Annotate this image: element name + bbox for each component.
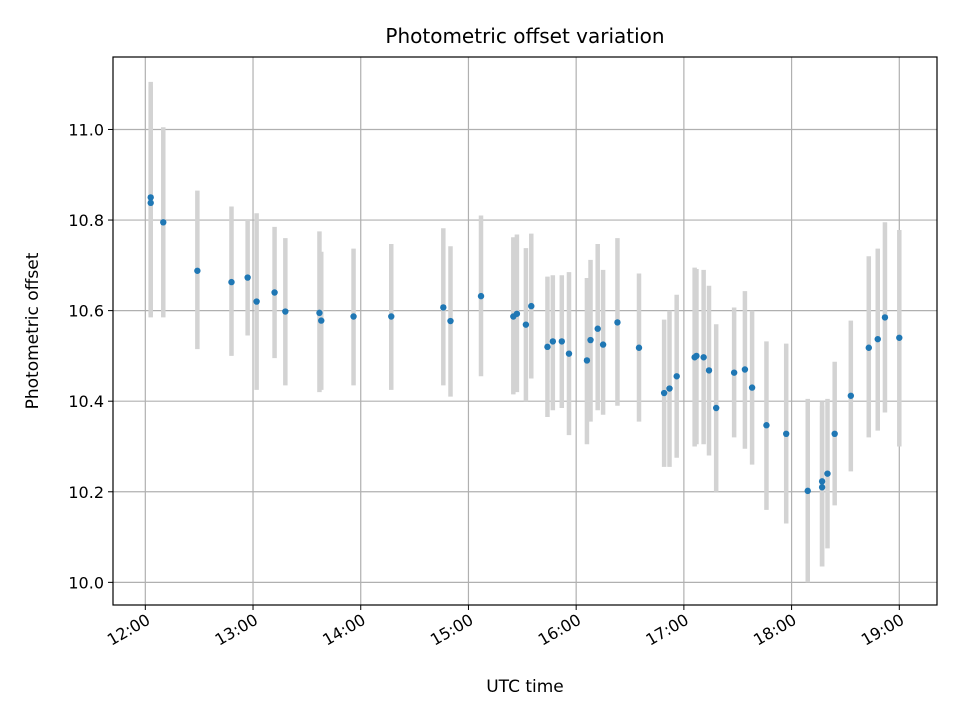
data-point: [583, 357, 591, 364]
data-point: [147, 194, 154, 201]
data-point: [824, 470, 831, 477]
data-point: [565, 350, 573, 357]
plot-frame: [112, 56, 938, 606]
data-point: [528, 302, 535, 310]
data-point: [614, 319, 621, 326]
data-point: [318, 317, 325, 324]
data-point: [447, 317, 454, 325]
chart-title: Photometric offset variation: [385, 24, 664, 48]
data-point: [804, 487, 811, 495]
y-tick-label: 10.0: [68, 573, 104, 592]
data-point: [705, 367, 713, 374]
y-axis-title: Photometric offset: [23, 252, 43, 409]
data-point: [847, 392, 855, 399]
data-point: [544, 343, 551, 351]
data-point: [477, 292, 485, 300]
data-point: [712, 404, 720, 412]
data-point: [874, 335, 881, 343]
data-point: [741, 366, 749, 373]
data-point: [271, 289, 278, 296]
data-point: [587, 336, 594, 344]
data-point: [783, 430, 790, 438]
data-point: [147, 199, 154, 207]
data-point: [748, 384, 756, 391]
data-point: [730, 369, 738, 376]
data-point: [818, 484, 826, 491]
data-point: [660, 389, 668, 397]
data-point: [522, 321, 530, 328]
y-tick-label: 11.0: [68, 120, 104, 139]
data-point: [228, 278, 235, 286]
data-point: [818, 478, 826, 485]
data-point: [673, 373, 680, 380]
data-point: [700, 354, 707, 361]
data-point: [549, 338, 557, 345]
data-point: [831, 430, 838, 438]
data-point: [388, 313, 395, 320]
data-point: [282, 308, 289, 315]
data-point: [440, 304, 447, 311]
data-point: [881, 314, 889, 321]
y-tick-label: 10.8: [68, 211, 104, 230]
y-tick-label: 10.2: [68, 483, 104, 502]
x-axis-title: UTC time: [486, 677, 564, 697]
data-point: [316, 309, 323, 317]
data-point: [635, 344, 643, 351]
data-point: [763, 422, 770, 429]
y-tick-label: 10.4: [68, 392, 104, 411]
data-point: [865, 344, 872, 351]
data-point: [244, 274, 251, 281]
data-point: [599, 341, 607, 348]
data-point: [513, 310, 521, 317]
data-point: [693, 352, 700, 360]
data-point: [666, 385, 673, 392]
data-point: [594, 325, 601, 332]
data-point: [350, 313, 357, 320]
data-point: [194, 267, 201, 274]
point-layer: [147, 194, 903, 495]
data-point: [896, 334, 903, 341]
y-tick-label: 10.6: [68, 302, 104, 321]
data-point: [160, 219, 167, 226]
data-point: [253, 298, 260, 305]
data-point: [558, 338, 566, 345]
